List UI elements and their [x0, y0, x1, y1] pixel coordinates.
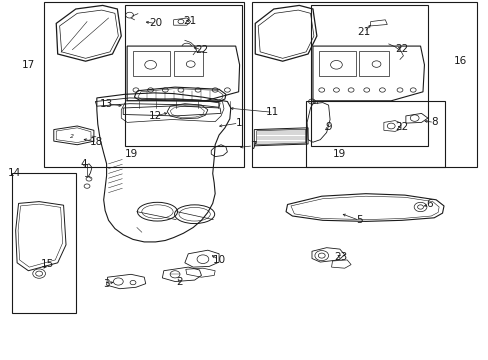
Text: 21: 21	[357, 27, 370, 37]
Text: 7: 7	[249, 141, 256, 151]
Text: 2: 2	[70, 134, 74, 139]
Text: 23: 23	[334, 252, 347, 262]
Text: 14: 14	[8, 168, 21, 178]
Text: 8: 8	[430, 117, 437, 127]
Text: 4: 4	[81, 159, 87, 169]
Text: 12: 12	[148, 111, 162, 121]
Bar	[44, 2, 244, 167]
Text: 2: 2	[176, 276, 183, 287]
Text: 5: 5	[355, 215, 362, 225]
Polygon shape	[312, 46, 424, 101]
Bar	[173, 51, 203, 76]
Bar	[359, 51, 388, 76]
Text: 1: 1	[235, 118, 242, 128]
Text: 22: 22	[394, 122, 408, 132]
Text: 22: 22	[194, 45, 208, 55]
Polygon shape	[127, 46, 239, 101]
Text: 20: 20	[149, 18, 162, 28]
Text: 18: 18	[90, 137, 103, 147]
Text: 10: 10	[212, 255, 225, 265]
Text: 21: 21	[183, 16, 196, 26]
Text: 22: 22	[394, 44, 408, 54]
Text: 6: 6	[425, 199, 432, 210]
Bar	[124, 5, 242, 146]
Bar	[305, 101, 444, 167]
Text: 19: 19	[332, 149, 346, 159]
Text: 16: 16	[453, 56, 467, 66]
Text: 13: 13	[100, 99, 113, 109]
Text: 9: 9	[325, 122, 331, 132]
Text: 15: 15	[41, 258, 55, 269]
Bar	[133, 51, 170, 76]
Text: 19: 19	[124, 149, 138, 159]
Bar	[12, 173, 76, 313]
Text: 3: 3	[103, 279, 110, 289]
Text: 17: 17	[21, 60, 35, 70]
Bar	[251, 2, 476, 167]
Bar	[310, 5, 427, 146]
Bar	[318, 51, 355, 76]
Text: 11: 11	[265, 107, 279, 117]
